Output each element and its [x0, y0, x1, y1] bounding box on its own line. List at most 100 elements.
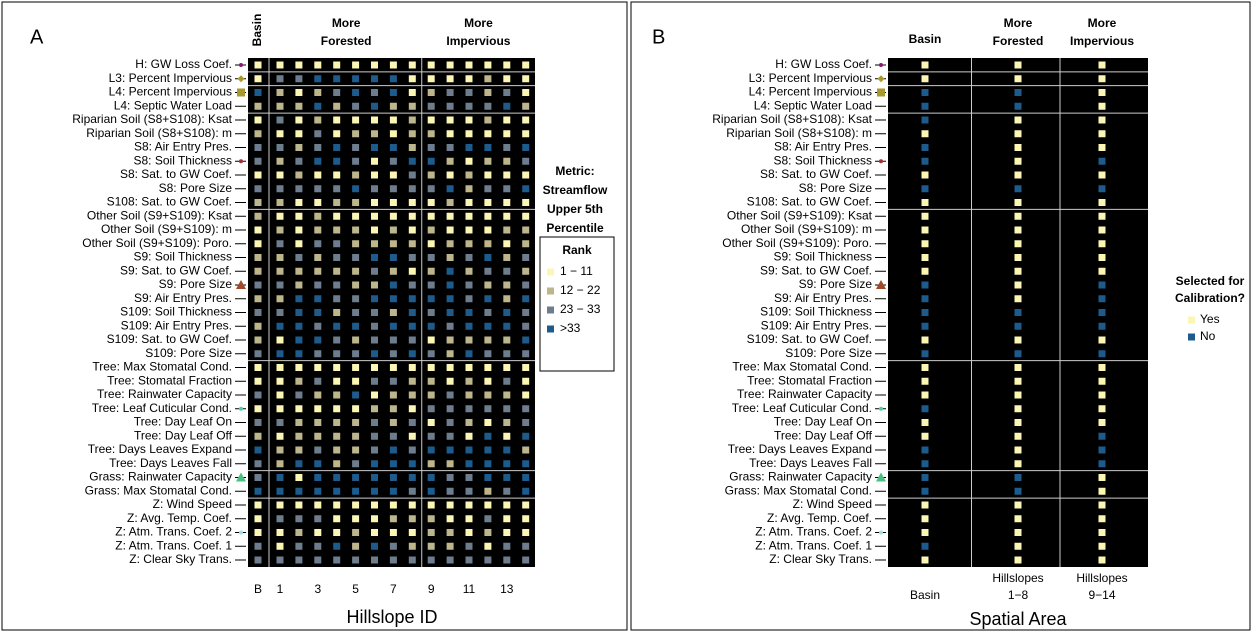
cell [295, 240, 303, 248]
cell [522, 350, 530, 358]
cell [484, 61, 492, 69]
cell [295, 446, 303, 454]
cell [503, 432, 511, 440]
cell [408, 419, 416, 426]
cell [276, 144, 284, 151]
cell [371, 281, 378, 289]
group-marker [239, 63, 243, 67]
group-marker [879, 530, 883, 535]
cell [484, 171, 492, 179]
cell [522, 281, 530, 289]
cell [1098, 130, 1106, 138]
cell [427, 377, 435, 385]
cell [254, 102, 262, 110]
cell [408, 185, 416, 193]
cell [314, 322, 322, 330]
cell [254, 130, 262, 138]
cell [427, 199, 435, 206]
cell [503, 322, 511, 330]
cell [465, 336, 473, 344]
row-label: S8: Sat. to GW Coef. [760, 167, 872, 181]
row-label: L4: Septic Water Load [114, 98, 232, 112]
cell [389, 212, 397, 220]
cell [371, 185, 378, 193]
cell [295, 309, 303, 316]
cell [371, 212, 378, 220]
cell [465, 226, 473, 234]
cell [371, 391, 378, 399]
cell [446, 350, 454, 358]
cell [408, 515, 416, 523]
legend-box [539, 236, 615, 372]
cell [503, 157, 511, 165]
cell [408, 322, 416, 330]
cell [295, 350, 303, 358]
cell [276, 487, 284, 495]
cell [352, 446, 360, 454]
cell [352, 405, 360, 413]
cell [352, 432, 360, 440]
cell [333, 309, 341, 316]
row-label: H: GW Loss Coef. [775, 57, 872, 71]
cell [295, 432, 303, 440]
cell [484, 542, 492, 550]
cell [921, 212, 929, 220]
cell [295, 556, 303, 564]
cell [371, 460, 378, 468]
cell [484, 405, 492, 413]
cell [522, 501, 530, 509]
cell [254, 460, 262, 468]
cell [427, 391, 435, 399]
cell [503, 460, 511, 468]
x-tick-label: 5 [352, 582, 359, 596]
cell [1014, 75, 1022, 83]
cell [389, 391, 397, 399]
cell [484, 391, 492, 399]
x-tick-label: 1 [277, 582, 284, 596]
cell [427, 89, 435, 96]
cell [522, 432, 530, 440]
row-label: Tree: Day Leaf On [774, 415, 872, 429]
cell [295, 322, 303, 330]
cell [389, 75, 397, 83]
cell [465, 61, 473, 69]
cell [314, 350, 322, 358]
cell [465, 377, 473, 385]
cell [503, 61, 511, 69]
cell [465, 267, 473, 275]
cell [371, 419, 378, 426]
row-label: Grass: Rainwater Capacity [89, 470, 232, 484]
cell [1098, 405, 1106, 413]
cell [522, 336, 530, 344]
cell [371, 199, 378, 206]
cell [371, 254, 378, 261]
cell [921, 281, 929, 289]
column-header: Basin [250, 14, 264, 47]
row-label: S9: Air Entry Pres. [134, 291, 232, 305]
cell [371, 529, 378, 536]
cell [921, 89, 929, 96]
cell [484, 157, 492, 165]
group-marker [879, 406, 883, 411]
cell [484, 322, 492, 330]
cell [254, 199, 262, 206]
row-label: Tree: Days Leaves Fall [749, 456, 872, 470]
cell [465, 474, 473, 481]
cell [371, 542, 378, 550]
legend-label: 23 − 33 [560, 302, 601, 316]
cell [1014, 542, 1022, 550]
cell [371, 474, 378, 481]
cell [276, 432, 284, 440]
cell [371, 116, 378, 124]
cell [921, 157, 929, 165]
cell [503, 542, 511, 550]
row-label: Z: Atm. Trans. Coef. 2 [755, 525, 872, 539]
cell [1098, 556, 1106, 564]
cell [314, 171, 322, 179]
cell [408, 542, 416, 550]
cell [503, 130, 511, 138]
cell [333, 281, 341, 289]
row-label: S9: Soil Thickness [134, 250, 233, 264]
cell [465, 254, 473, 261]
cell [314, 254, 322, 261]
